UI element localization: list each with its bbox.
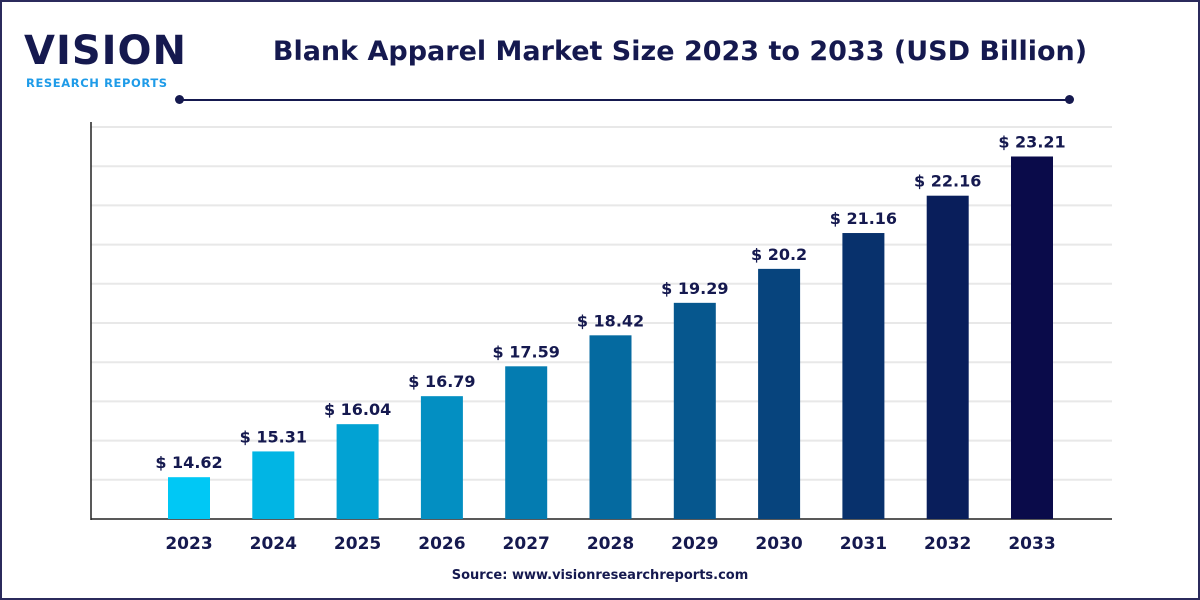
bar-2026 — [420, 396, 463, 519]
data-label: $ 21.16 — [830, 209, 897, 228]
data-label: $ 23.21 — [998, 132, 1065, 151]
bar-2023 — [168, 477, 210, 519]
bar-2024 — [252, 451, 295, 519]
bar-2030 — [758, 268, 801, 519]
x-tick-label: 2024 — [250, 534, 297, 554]
title-rule — [180, 99, 1070, 101]
x-tick-label: 2023 — [165, 534, 212, 554]
data-label: $ 14.62 — [155, 453, 222, 472]
x-tick-label: 2028 — [587, 534, 634, 554]
x-tick-label: 2030 — [755, 534, 802, 554]
chart-title: Blank Apparel Market Size 2023 to 2033 (… — [272, 36, 1088, 67]
bar-2025 — [336, 424, 379, 519]
x-tick-label: 2033 — [1008, 534, 1055, 554]
x-tick-label: 2031 — [840, 534, 887, 554]
rule-dot-right — [1065, 95, 1074, 104]
logo: VISION RESEARCH REPORTS — [24, 12, 188, 90]
x-tick-label: 2026 — [418, 534, 465, 554]
data-label: $ 17.59 — [493, 342, 560, 361]
data-label: $ 16.04 — [324, 400, 391, 419]
x-tick-label: 2032 — [924, 534, 971, 554]
rule-dot-left — [175, 95, 184, 104]
data-label: $ 22.16 — [914, 172, 981, 191]
data-label: $ 16.79 — [408, 372, 475, 391]
bar-2033 — [1011, 156, 1053, 519]
bar-2029 — [673, 302, 716, 519]
data-label: $ 18.42 — [577, 311, 644, 330]
x-tick-label: 2029 — [671, 534, 718, 554]
x-tick-label: 2027 — [503, 534, 550, 554]
bar-2032 — [926, 195, 969, 519]
source-note: Source: www.visionresearchreports.com — [451, 568, 749, 583]
logo-subtitle: RESEARCH REPORTS — [26, 76, 168, 90]
bar-2028 — [589, 335, 632, 519]
data-label: $ 20.2 — [751, 245, 807, 264]
logo-wordmark: VISION — [24, 28, 188, 74]
bar-2031 — [842, 233, 885, 519]
data-label: $ 15.31 — [240, 427, 307, 446]
bar-2027 — [505, 366, 548, 519]
x-tick-label: 2025 — [334, 534, 381, 554]
data-label: $ 19.29 — [661, 279, 728, 298]
